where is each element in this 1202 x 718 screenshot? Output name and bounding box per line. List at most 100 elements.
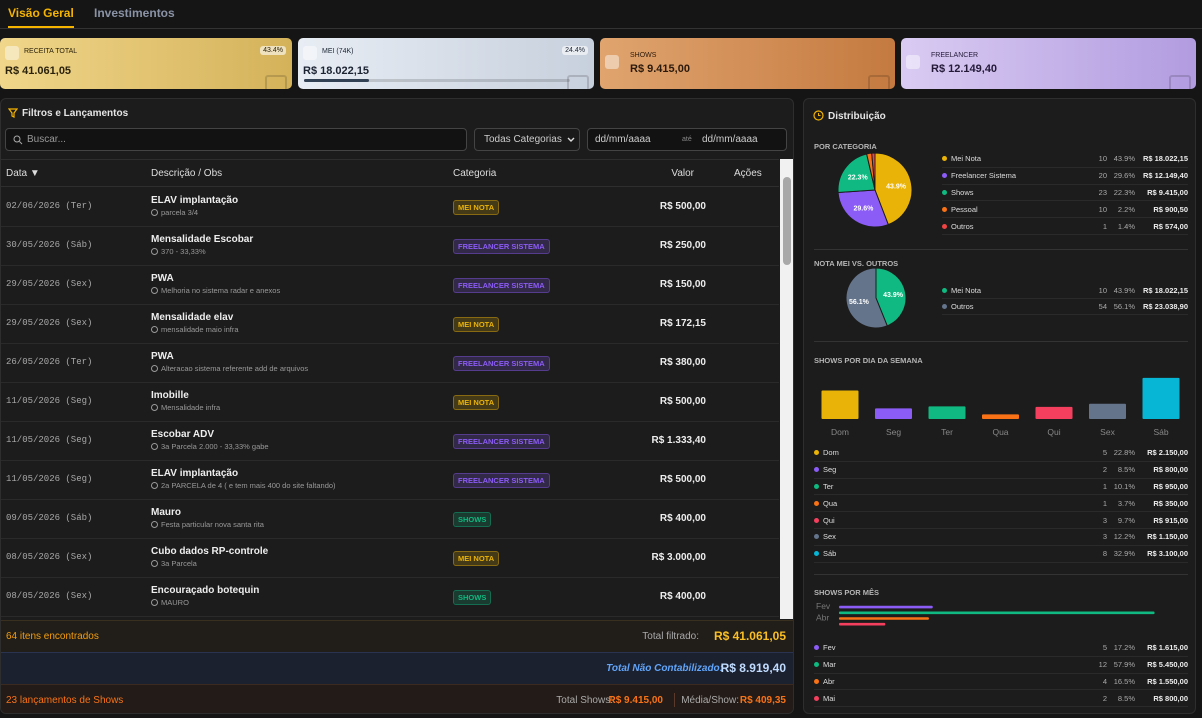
summary-total: R$ 41.061,05 bbox=[713, 629, 786, 643]
table-row[interactable]: 26/05/2026 (Ter) PWA Alteracao sistema ref… bbox=[1, 344, 779, 383]
legend-pct: 56.1% bbox=[1113, 302, 1135, 312]
table-row[interactable]: 02/06/2026 (Ter) ELAV implantação parcela … bbox=[1, 188, 779, 227]
table-row[interactable]: 29/05/2026 (Sex) Mensalidade elav mensalid… bbox=[1, 305, 779, 344]
bar bbox=[1035, 406, 1073, 419]
summary-label: Total Shows: bbox=[556, 695, 613, 706]
legend-name: Fev bbox=[823, 643, 836, 653]
date: 30/05/2026 (Sáb) bbox=[6, 240, 93, 250]
category-badge: FREELANCER SISTEMA bbox=[453, 278, 550, 293]
legend-dot bbox=[814, 450, 819, 456]
table-row[interactable]: 11/05/2026 (Seg) Imobille Mensalidade infr… bbox=[1, 383, 779, 422]
summary-label: Total filtrado: bbox=[642, 631, 699, 642]
legend-row: Pessoal 10 2.2% R$ 900,50 bbox=[942, 201, 1188, 219]
legend-amount: R$ 1.615,00 bbox=[1147, 643, 1188, 653]
value: R$ 1.333,40 bbox=[651, 435, 707, 446]
obs: Alteracao sistema referente add de arqui… bbox=[161, 364, 309, 373]
pie-label: 22.3% bbox=[848, 175, 869, 182]
card-value: R$ 12.149,40 bbox=[931, 63, 998, 75]
section-divider bbox=[814, 249, 1188, 250]
axis-label: Fev bbox=[816, 601, 831, 611]
tab[interactable]: Visão Geral bbox=[8, 0, 74, 28]
table-row[interactable]: 29/05/2026 (Sex) PWA Melhoria no sistema r… bbox=[1, 266, 779, 305]
summary-row: 64 itens encontrados Total filtrado: R$ 41… bbox=[1, 620, 793, 652]
placeholder: Buscar... bbox=[27, 134, 66, 145]
category-badge: SHOWS bbox=[453, 512, 492, 527]
card-value: R$ 41.061,05 bbox=[5, 65, 72, 77]
bar-label: Dom bbox=[831, 427, 849, 437]
legend-dot bbox=[942, 189, 947, 195]
bar bbox=[839, 622, 886, 626]
table-row[interactable]: 11/05/2026 (Seg) ELAV implantação 2a PARCE… bbox=[1, 461, 779, 500]
legend-count: 1 bbox=[1102, 481, 1107, 491]
section-divider bbox=[814, 574, 1188, 575]
category-badge: FREELANCER SISTEMA bbox=[453, 239, 550, 254]
legend-count: 20 bbox=[1098, 171, 1107, 181]
legend-count: 12 bbox=[1098, 660, 1107, 670]
legend-row: Seg 2 8.5% R$ 800,00 bbox=[814, 462, 1188, 479]
stat-card: FREELANCER R$ 12.149,40 bbox=[901, 38, 1196, 89]
legend-dot bbox=[814, 662, 819, 668]
table-row[interactable]: 30/05/2026 (Sáb) Mensalidade Escobar 370 -… bbox=[1, 227, 779, 266]
obs-icon bbox=[151, 404, 158, 411]
summary-label: Total Não Contabilizado: bbox=[606, 663, 723, 674]
legend-count: 54 bbox=[1098, 302, 1107, 312]
value: R$ 500,00 bbox=[659, 396, 706, 407]
legend-pct: 16.5% bbox=[1113, 676, 1135, 686]
column-header: Descrição / Obs bbox=[151, 168, 223, 179]
legend-amount: R$ 18.022,15 bbox=[1142, 154, 1188, 164]
table-row[interactable]: 08/05/2026 (Sex) Cubo dados RP-controle 3a… bbox=[1, 539, 779, 578]
legend-count: 4 bbox=[1102, 676, 1107, 686]
legend-name: Mei Nota bbox=[951, 286, 982, 296]
obs-icon bbox=[151, 482, 158, 489]
legend-row: Qua 1 3.7% R$ 350,00 bbox=[814, 495, 1188, 513]
bar-label: Qua bbox=[992, 427, 1008, 437]
tab[interactable]: Investimentos bbox=[94, 6, 175, 20]
date: 08/05/2026 (Sex) bbox=[6, 591, 93, 601]
legend-pct: 8.5% bbox=[1117, 465, 1135, 475]
date: 08/05/2026 (Sex) bbox=[6, 552, 93, 562]
value: R$ 400,00 bbox=[659, 591, 706, 602]
legend-name: Sáb bbox=[823, 549, 837, 559]
search-input[interactable]: Buscar... bbox=[5, 128, 467, 151]
date: 29/05/2026 (Sex) bbox=[6, 279, 93, 289]
card-label: FREELANCER bbox=[931, 52, 979, 59]
entries-panel: Filtros e Lançamentos Buscar... Todas Ca… bbox=[0, 98, 794, 714]
table-row[interactable]: 09/05/2026 (Sáb) Mauro Festa particular no… bbox=[1, 500, 779, 539]
description: Encouraçado botequin bbox=[151, 585, 260, 596]
table-header: Data ▼ Descrição / Obs Categoria Valor Ações bbox=[1, 159, 779, 187]
bar bbox=[982, 414, 1019, 419]
legend-pct: 2.2% bbox=[1117, 204, 1135, 214]
date: 29/05/2026 (Sex) bbox=[6, 318, 93, 328]
description: PWA bbox=[151, 273, 174, 284]
scrollbar[interactable] bbox=[780, 159, 793, 619]
description: Imobille bbox=[151, 390, 189, 401]
card-badge: 43.4% bbox=[260, 46, 286, 55]
value: R$ 400,00 bbox=[659, 513, 706, 524]
stat-card: MEI (74K) R$ 18.022,15 24.4% bbox=[298, 38, 594, 89]
bar-label: Qui bbox=[1047, 427, 1060, 437]
category-badge: FREELANCER SISTEMA bbox=[453, 356, 550, 371]
card-watermark bbox=[265, 75, 287, 89]
legend-amount: R$ 12.149,40 bbox=[1142, 171, 1188, 181]
card-watermark bbox=[1169, 75, 1191, 89]
category-badge: SHOWS bbox=[453, 590, 492, 605]
date: 11/05/2026 (Seg) bbox=[6, 396, 93, 406]
legend-row: Shows 23 22.3% R$ 9.415,00 bbox=[942, 185, 1188, 202]
category-badge: MEI NOTA bbox=[453, 551, 500, 566]
category-select[interactable]: Todas Categorias bbox=[474, 128, 580, 151]
select-text: Todas Categorias bbox=[484, 134, 562, 145]
legend-name: Shows bbox=[951, 187, 974, 197]
card-icon bbox=[906, 55, 920, 69]
obs: parcela 3/4 bbox=[161, 208, 199, 217]
table-row[interactable]: 08/05/2026 (Sex) Encouraçado botequin MAUR… bbox=[1, 578, 779, 617]
legend-pct: 8.5% bbox=[1117, 693, 1135, 703]
legend-row: Ter 1 10.1% R$ 950,00 bbox=[814, 479, 1188, 496]
date-range[interactable]: dd/mm/aaaa até dd/mm/aaaa bbox=[587, 128, 787, 151]
card-icon bbox=[605, 55, 619, 69]
date: 11/05/2026 (Seg) bbox=[6, 474, 93, 484]
legend-count: 2 bbox=[1102, 693, 1107, 703]
table-row[interactable]: 11/05/2026 (Seg) Escobar ADV 3a Parcela 2.… bbox=[1, 422, 779, 461]
card-value: R$ 18.022,15 bbox=[303, 65, 370, 77]
legend-amount: R$ 5.450,00 bbox=[1147, 660, 1188, 670]
legend-count: 10 bbox=[1098, 154, 1107, 164]
